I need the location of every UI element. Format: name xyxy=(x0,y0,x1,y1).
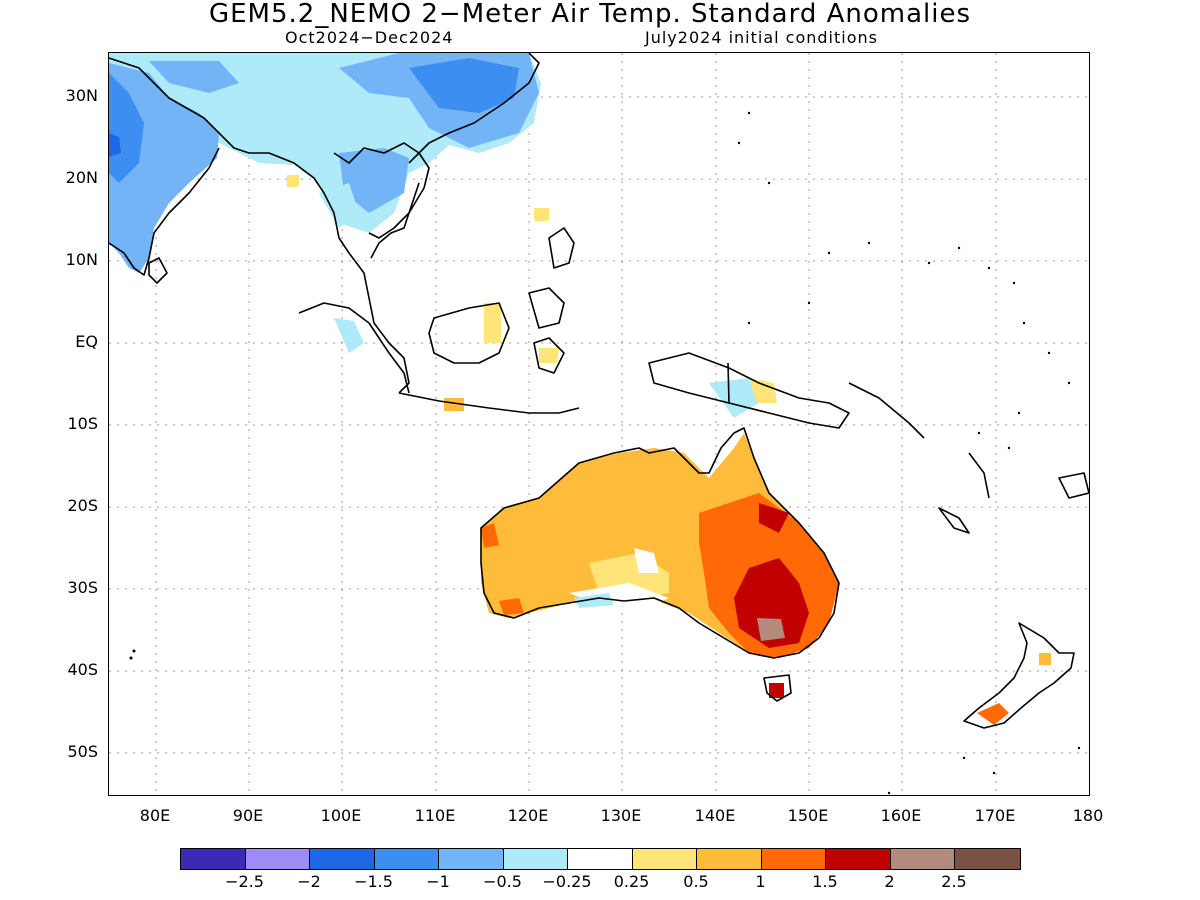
colorbar-swatch xyxy=(568,849,633,869)
australia-anomaly-field xyxy=(481,433,839,698)
colorbar-swatch xyxy=(761,849,826,869)
forecast-period: Oct2024−Dec2024 xyxy=(285,28,454,47)
colorbar-swatch xyxy=(826,849,891,869)
colorbar-label: 2 xyxy=(884,872,895,891)
colorbar-label: −1 xyxy=(426,872,450,891)
colorbar-swatch xyxy=(890,849,955,869)
colorbar-swatch xyxy=(503,849,568,869)
lon-label: 140E xyxy=(694,806,736,825)
lon-label: 80E xyxy=(139,806,171,825)
colorbar-swatch xyxy=(697,849,762,869)
map-canvas xyxy=(109,53,1089,795)
colorbar-swatch xyxy=(955,849,1020,869)
lon-label: 110E xyxy=(414,806,456,825)
colorbar-swatch xyxy=(310,849,375,869)
colorbar-swatch xyxy=(374,849,439,869)
colorbar-label: 2.5 xyxy=(941,872,967,891)
colorbar-label: −2 xyxy=(297,872,321,891)
colorbar-swatch xyxy=(245,849,310,869)
lon-label: 130E xyxy=(600,806,642,825)
lon-label: 180 xyxy=(1072,806,1104,825)
lon-label: 150E xyxy=(787,806,829,825)
lon-label: 170E xyxy=(974,806,1016,825)
lat-label: 10N xyxy=(65,250,98,269)
colorbar-label: 0.5 xyxy=(683,872,709,891)
colorbar-label: −2.5 xyxy=(225,872,264,891)
lat-label: 20N xyxy=(65,168,98,187)
lat-label: 30N xyxy=(65,86,98,105)
lon-label: 160E xyxy=(880,806,922,825)
colorbar-swatch xyxy=(632,849,697,869)
lat-label: 40S xyxy=(67,660,98,679)
lat-label: 50S xyxy=(67,742,98,761)
colorbar-swatch xyxy=(439,849,504,869)
warm-patches xyxy=(287,175,777,411)
gridlines xyxy=(109,53,1089,795)
colorbar-label: 1.5 xyxy=(812,872,838,891)
colorbar-swatch xyxy=(181,849,246,869)
lon-label: 100E xyxy=(320,806,362,825)
coastlines xyxy=(109,53,1089,729)
colorbar-label: 1 xyxy=(755,872,766,891)
colorbar xyxy=(180,848,1021,870)
colorbar-label: −0.25 xyxy=(542,872,592,891)
asia-anomaly-field xyxy=(109,53,759,418)
colorbar-label: −1.5 xyxy=(354,872,393,891)
lat-label: EQ xyxy=(75,332,98,351)
colorbar-label: −0.5 xyxy=(483,872,522,891)
lat-label: 30S xyxy=(67,578,98,597)
anomaly-map xyxy=(108,52,1090,796)
lon-label: 120E xyxy=(507,806,549,825)
lat-label: 20S xyxy=(67,496,98,515)
initial-conditions: July2024 initial conditions xyxy=(645,28,878,47)
lat-label: 10S xyxy=(67,414,98,433)
lon-label: 90E xyxy=(232,806,264,825)
new-zealand-anomaly xyxy=(977,653,1051,725)
colorbar-label: 0.25 xyxy=(613,872,650,891)
chart-title: GEM5.2_NEMO 2−Meter Air Temp. Standard A… xyxy=(208,0,972,29)
islands xyxy=(129,111,1081,795)
